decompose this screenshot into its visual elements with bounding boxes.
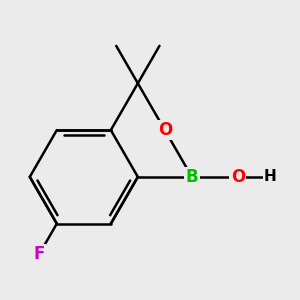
- Text: H: H: [264, 169, 277, 184]
- Text: B: B: [186, 168, 198, 186]
- Text: O: O: [231, 168, 245, 186]
- Text: O: O: [158, 121, 172, 139]
- Text: F: F: [34, 245, 45, 263]
